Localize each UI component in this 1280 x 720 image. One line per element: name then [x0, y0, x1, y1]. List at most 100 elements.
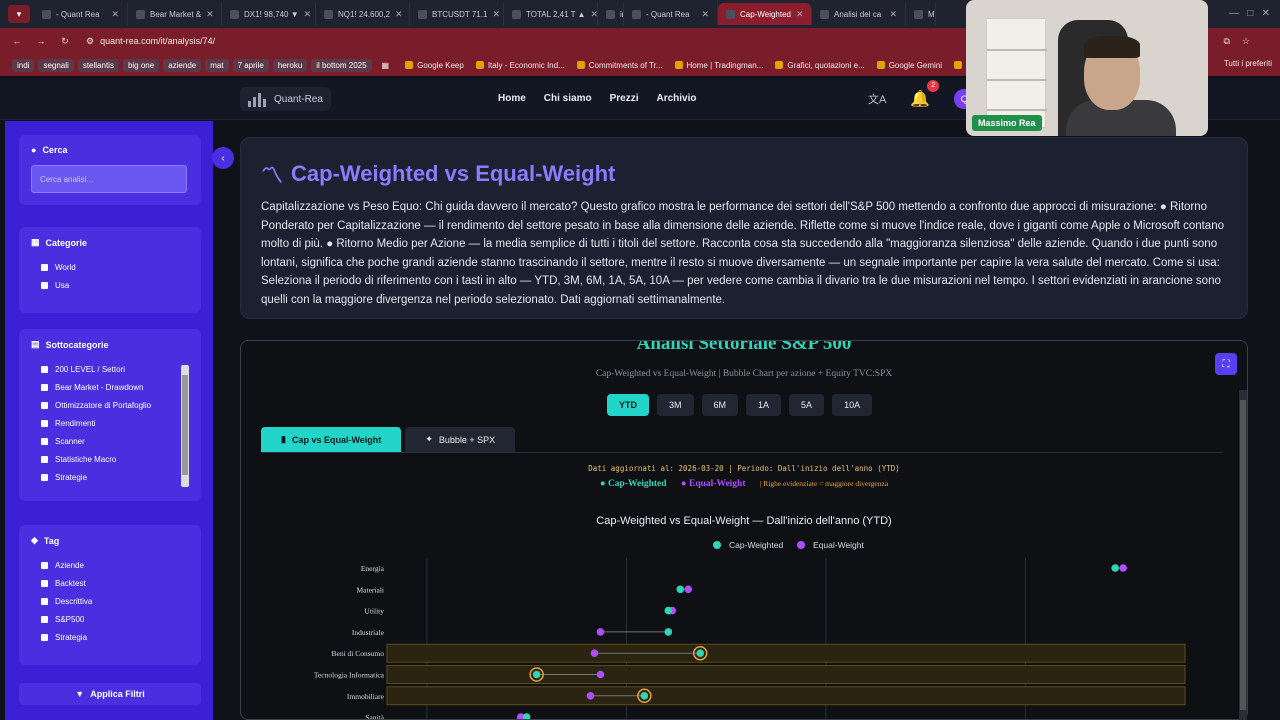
bookmark-chip[interactable]: 7 aprile — [232, 58, 269, 72]
tab-close-icon[interactable]: ✕ — [492, 8, 500, 19]
forward-icon[interactable]: → — [36, 36, 46, 46]
subcategories-item[interactable]: Ottimizzatore di Portafoglio — [31, 396, 189, 414]
url-field[interactable]: ⚙ quant-rea.com/it/analysis/74/ — [86, 35, 216, 47]
subcategories-title: Sottocategorie — [45, 339, 109, 350]
tab-close-icon[interactable]: ✕ — [303, 8, 312, 19]
browser-tab[interactable]: Bear Market & ✕ — [128, 3, 222, 25]
bookmark-chip[interactable]: indi — [12, 58, 35, 72]
bookmark-link[interactable]: Italy - Economic Ind... — [470, 61, 571, 70]
nav-link-3[interactable]: Archivio — [656, 93, 697, 104]
reload-icon[interactable]: ↻ — [61, 35, 69, 46]
tags-item[interactable]: Strategia — [31, 628, 189, 646]
tab-close-icon[interactable]: ✕ — [590, 8, 598, 19]
page-scrollbar[interactable] — [1239, 390, 1247, 720]
checkbox[interactable] — [41, 263, 48, 271]
install-icon[interactable]: ⧉ — [1223, 35, 1230, 46]
collapse-sidebar-button[interactable]: ‹ — [212, 147, 234, 169]
bookmark-link[interactable]: Grafici, quotazioni e... — [769, 61, 870, 70]
bookmark-chip[interactable]: il bottom 2025 — [311, 58, 372, 72]
subcategories-item[interactable]: Rendimenti — [31, 414, 189, 432]
tab-close-icon[interactable]: ✕ — [701, 8, 709, 19]
logo-text: Quant-Rea — [274, 93, 323, 105]
checkbox[interactable] — [41, 615, 48, 623]
bookmark-chip[interactable]: segnali — [38, 58, 74, 72]
bookmark-chip[interactable]: mat — [205, 58, 229, 72]
period-button-5A[interactable]: 5A — [789, 394, 825, 416]
bookmark-chip[interactable]: big one — [122, 58, 160, 72]
search-input[interactable] — [31, 165, 187, 193]
bookmark-chip[interactable]: aziende — [163, 58, 202, 72]
browser-tab[interactable]: - Quant Rea ✕ — [624, 3, 718, 25]
tab-close-icon[interactable]: ✕ — [111, 8, 119, 19]
fullscreen-icon[interactable]: ⛶ — [1215, 353, 1237, 375]
tab-close-icon[interactable]: ✕ — [206, 8, 214, 19]
checkbox[interactable] — [41, 473, 48, 481]
checkbox[interactable] — [41, 437, 48, 445]
tab-menu-icon[interactable]: ▾ — [8, 5, 30, 23]
apps-grid-icon[interactable]: ▦ — [381, 60, 390, 70]
browser-tab[interactable]: TOTAL 2,41 T ▲ ✕ — [504, 3, 598, 25]
back-icon[interactable]: ← — [12, 36, 22, 46]
browser-tab[interactable]: Analisi del ca ✕ — [812, 3, 906, 25]
subcategories-scrollbar[interactable] — [181, 365, 189, 487]
tags-item[interactable]: S&P500 — [31, 610, 189, 628]
subcategories-item[interactable]: Strategie — [31, 468, 189, 486]
period-button-1A[interactable]: 1A — [746, 394, 782, 416]
view-tab-0[interactable]: ▮ Cap vs Equal-Weight — [261, 427, 402, 452]
tags-item[interactable]: Descrittiva — [31, 592, 189, 610]
browser-tab[interactable]: indi — [598, 3, 624, 25]
checkbox[interactable] — [41, 579, 48, 587]
browser-tab[interactable]: DX1! 98,740 ▼ ✕ — [222, 3, 316, 25]
categories-item[interactable]: World — [31, 258, 189, 276]
tab-label: BTCUSDT 71.1 — [432, 9, 488, 19]
checkbox[interactable] — [41, 419, 48, 427]
checkbox[interactable] — [41, 365, 48, 373]
tag-icon: ◆ — [31, 535, 38, 545]
checkbox[interactable] — [41, 281, 48, 289]
notifications-bell-icon[interactable]: 🔔 2 — [910, 80, 940, 109]
bookmark-star-icon[interactable]: ☆ — [1241, 35, 1250, 46]
bookmark-link[interactable]: Commitments of Tr... — [571, 61, 669, 70]
period-button-3M[interactable]: 3M — [657, 394, 694, 416]
browser-tab[interactable]: - Quant Rea ✕ — [34, 3, 128, 25]
all-bookmarks-link[interactable]: Tutti i preferiti — [1223, 59, 1272, 68]
checkbox[interactable] — [41, 455, 48, 463]
tab-close-icon[interactable]: ✕ — [395, 8, 403, 19]
tags-item[interactable]: Aziende — [31, 556, 189, 574]
browser-tab[interactable]: Cap-Weighted ✕ — [718, 3, 812, 25]
view-tab-1[interactable]: ✦ Bubble + SPX — [405, 427, 516, 452]
nav-link-2[interactable]: Prezzi — [609, 93, 639, 104]
tab-close-icon[interactable]: ✕ — [796, 8, 804, 19]
browser-tab[interactable]: BTCUSDT 71.1 ✕ — [410, 3, 504, 25]
categories-item[interactable]: Usa — [31, 276, 189, 294]
subcategories-item[interactable]: Statistiche Macro — [31, 450, 189, 468]
tab-close-icon[interactable]: ✕ — [889, 8, 897, 19]
bookmark-chip[interactable]: stellantis — [77, 58, 119, 72]
period-button-10A[interactable]: 10A — [832, 394, 873, 416]
bookmark-link[interactable]: Home | Tradingman... — [669, 61, 770, 70]
legend-equal-weight: ● Equal-Weight — [680, 479, 746, 489]
bookmark-link[interactable]: Google Keep — [399, 61, 470, 70]
subcategories-item[interactable]: 200 LEVEL / Settori — [31, 360, 189, 378]
checkbox[interactable] — [41, 597, 48, 605]
checkbox[interactable] — [41, 633, 48, 641]
subcategories-item[interactable]: Bear Market - Drawdown — [31, 378, 189, 396]
site-info-icon[interactable]: ⚙ — [86, 35, 95, 46]
nav-link-0[interactable]: Home — [498, 93, 526, 104]
tags-item[interactable]: Backtest — [31, 574, 189, 592]
checkbox[interactable] — [41, 401, 48, 409]
apply-filters-button[interactable]: ▼ Applica Filtri — [19, 683, 201, 705]
checkbox[interactable] — [41, 561, 48, 569]
bookmark-link[interactable]: Google Gemini — [871, 61, 948, 70]
checkbox[interactable] — [41, 383, 48, 391]
window-controls[interactable]: — □ ✕ — [1228, 8, 1270, 19]
browser-tab[interactable]: M — [906, 3, 936, 25]
browser-tab[interactable]: NQ1! 24.600,2 ✕ — [316, 3, 410, 25]
site-logo[interactable]: Quant-Rea — [240, 87, 331, 111]
translate-icon[interactable]: 文A — [868, 94, 887, 106]
period-button-YTD[interactable]: YTD — [607, 394, 649, 416]
bookmark-chip[interactable]: heroku — [272, 58, 308, 72]
nav-link-1[interactable]: Chi siamo — [543, 93, 592, 104]
subcategories-item[interactable]: Scanner — [31, 432, 189, 450]
period-button-6M[interactable]: 6M — [701, 394, 739, 416]
